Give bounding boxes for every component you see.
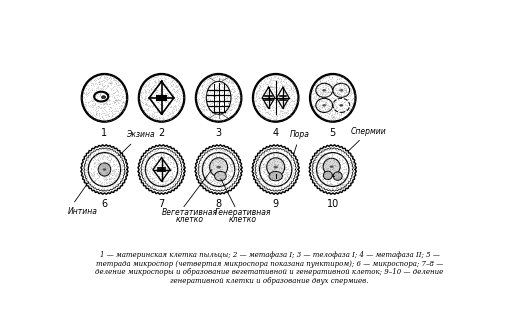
- Ellipse shape: [323, 158, 340, 175]
- Circle shape: [330, 166, 333, 168]
- Circle shape: [322, 104, 326, 107]
- Text: клетко: клетко: [229, 215, 257, 224]
- Ellipse shape: [215, 171, 226, 181]
- Circle shape: [216, 166, 221, 169]
- Text: деление микроспоры и образование вегетативной и генеративной клеток; 9–10 — деле: деление микроспоры и образование вегетат…: [95, 268, 444, 276]
- Text: 1 — материнская клетка пыльцы; 2 — метафаза I; 3 — телофаза I; 4 — метафаза II; : 1 — материнская клетка пыльцы; 2 — метаф…: [99, 251, 440, 259]
- Text: 2: 2: [158, 127, 165, 137]
- Text: 7: 7: [158, 199, 165, 209]
- Ellipse shape: [98, 163, 111, 176]
- Text: 1: 1: [102, 127, 107, 137]
- Text: 9: 9: [272, 199, 279, 209]
- Ellipse shape: [206, 82, 231, 114]
- Ellipse shape: [323, 171, 332, 180]
- Ellipse shape: [88, 152, 120, 187]
- Circle shape: [339, 104, 343, 107]
- Text: Пора: Пора: [290, 130, 310, 155]
- Circle shape: [268, 97, 269, 98]
- Text: 3: 3: [216, 127, 221, 137]
- Circle shape: [339, 89, 343, 91]
- Text: Вегетативная: Вегетативная: [162, 208, 218, 217]
- Circle shape: [274, 166, 278, 169]
- Text: Интина: Интина: [68, 182, 98, 216]
- Circle shape: [322, 89, 326, 91]
- Circle shape: [103, 169, 106, 170]
- Text: клетко: клетко: [176, 215, 204, 224]
- Text: 10: 10: [327, 199, 339, 209]
- Ellipse shape: [267, 158, 285, 177]
- Text: Спермии: Спермии: [348, 127, 387, 151]
- Text: 8: 8: [216, 199, 221, 209]
- Ellipse shape: [259, 152, 292, 187]
- Ellipse shape: [145, 152, 178, 187]
- Text: генеративной клетки и образование двух спермиев.: генеративной клетки и образование двух с…: [170, 277, 369, 285]
- Ellipse shape: [269, 171, 282, 181]
- Ellipse shape: [210, 158, 228, 177]
- Text: 6: 6: [102, 199, 107, 209]
- Ellipse shape: [203, 152, 235, 187]
- Ellipse shape: [317, 152, 349, 187]
- Ellipse shape: [102, 96, 106, 99]
- Text: Генеративная: Генеративная: [215, 208, 271, 217]
- Text: 5: 5: [330, 127, 336, 137]
- Text: 4: 4: [272, 127, 279, 137]
- Circle shape: [282, 97, 284, 98]
- Circle shape: [160, 169, 163, 170]
- Text: Экзина: Экзина: [119, 130, 155, 156]
- Text: тетрада микроспор (четвертая микроспора показана пунктиром); 6 — микроспора; 7–8: тетрада микроспор (четвертая микроспора …: [96, 260, 443, 268]
- Circle shape: [160, 97, 163, 98]
- Ellipse shape: [333, 172, 342, 180]
